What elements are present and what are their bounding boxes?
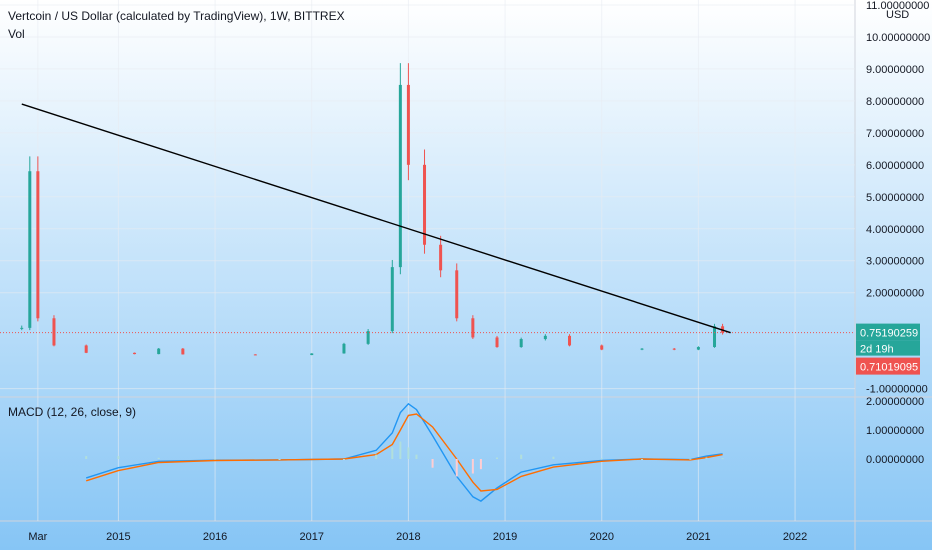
overlays: 0.75190259 2d 19h 0.71019095 xyxy=(0,103,920,375)
macd-histogram-bar xyxy=(641,459,644,460)
price-candle xyxy=(471,318,475,338)
price-candle xyxy=(713,326,717,348)
y-tick-label: -1.00000000 xyxy=(866,384,928,396)
y-tick-label: 5.00000000 xyxy=(866,192,924,204)
price-candle xyxy=(640,348,644,350)
macd-tick-label: 2.00000000 xyxy=(866,396,924,408)
prev-price-badge xyxy=(856,357,920,375)
price-candle xyxy=(519,339,523,348)
macd-histogram-bar xyxy=(391,447,394,459)
x-tick-label: 2015 xyxy=(106,531,130,543)
x-tick-label: 2017 xyxy=(300,531,324,543)
countdown-text: 2d 19h xyxy=(860,344,894,356)
macd-tick-label: 0.00000000 xyxy=(866,454,924,466)
price-candle xyxy=(406,84,410,165)
x-tick-label: 2018 xyxy=(396,531,420,543)
price-candle xyxy=(342,343,346,354)
y-tick-label: 10.00000000 xyxy=(866,32,930,44)
macd-histogram-bar xyxy=(520,454,523,459)
price-candle xyxy=(543,335,547,340)
y-tick-label: 2.00000000 xyxy=(866,288,924,300)
price-candle xyxy=(36,171,40,319)
x-tick-label: 2022 xyxy=(783,531,807,543)
x-tick-label: 2020 xyxy=(589,531,613,543)
macd-series xyxy=(85,402,724,502)
price-candle xyxy=(253,354,257,356)
macd-histogram-bar xyxy=(214,458,217,460)
macd-histogram-bar xyxy=(471,459,474,474)
countdown-badge xyxy=(856,340,920,356)
y-tick-label: 4.00000000 xyxy=(866,224,924,236)
y-tick-label: 8.00000000 xyxy=(866,96,924,108)
price-candle xyxy=(398,84,402,268)
last-price-text: 0.75190259 xyxy=(860,328,918,340)
price-candle xyxy=(310,353,314,356)
macd-series-1 xyxy=(85,413,723,492)
price-candle xyxy=(366,331,370,344)
macd-histogram-bar xyxy=(407,447,410,459)
x-tick-label: 2021 xyxy=(686,531,710,543)
price-candle xyxy=(696,347,700,350)
macd-histogram-bar xyxy=(496,457,499,459)
macd-histogram-bar xyxy=(600,458,603,460)
macd-histogram-bar xyxy=(689,458,692,460)
macd-histogram-bar xyxy=(278,459,281,460)
y-tick-label: 7.00000000 xyxy=(866,128,924,140)
macd-histogram-bar xyxy=(85,456,88,459)
y-tick-label: 11.00000000 xyxy=(866,0,929,12)
trendline xyxy=(21,103,731,334)
macd-histogram-bar xyxy=(552,456,555,459)
y-tick-label: 3.00000000 xyxy=(866,256,924,268)
price-candle xyxy=(133,352,137,355)
macd-histogram-bar xyxy=(375,454,378,459)
macd-histogram-bar xyxy=(342,459,345,460)
macd-histogram-bar xyxy=(455,459,458,477)
currency-label: USD xyxy=(886,9,909,21)
x-tick-label: 2016 xyxy=(203,531,227,543)
price-series xyxy=(20,63,725,356)
price-candle xyxy=(672,348,676,350)
x-tick-label: 2019 xyxy=(493,531,517,543)
price-candle xyxy=(568,335,572,346)
x-tick-label: Mar xyxy=(28,531,47,543)
price-candle xyxy=(439,244,443,271)
macd-histogram-bar xyxy=(479,459,482,470)
macd-histogram-bar xyxy=(431,459,434,468)
y-tick-label: 6.00000000 xyxy=(866,160,924,172)
price-candle xyxy=(84,345,88,353)
chart-title: Vertcoin / US Dollar (calculated by Trad… xyxy=(8,9,345,23)
macd-histogram-bar xyxy=(721,458,724,460)
macd-histogram-bar xyxy=(117,456,120,459)
price-candle xyxy=(495,337,499,348)
prev-price-text: 0.71019095 xyxy=(860,362,918,374)
macd-tick-label: 1.00000000 xyxy=(866,425,924,437)
macd-histogram-bar xyxy=(705,457,708,459)
macd-label: MACD (12, 26, close, 9) xyxy=(8,405,137,419)
volume-label: Vol xyxy=(8,27,25,41)
price-candle xyxy=(423,164,427,245)
price-candle xyxy=(455,270,459,319)
price-candle xyxy=(390,267,394,332)
macd-histogram-bar xyxy=(157,457,160,459)
price-candle xyxy=(600,345,604,350)
price-candle xyxy=(157,348,161,355)
macd-histogram-bar xyxy=(399,441,402,459)
last-price-badge xyxy=(856,323,920,341)
price-candle xyxy=(181,348,185,355)
axes: Mar 2015 2016 2017 2018 2019 2020 2021 2022 11.00… xyxy=(28,0,930,543)
macd-histogram-bar xyxy=(415,454,418,459)
y-tick-label: 9.00000000 xyxy=(866,64,924,76)
price-candle xyxy=(28,171,32,328)
price-candle xyxy=(52,318,56,346)
price-candle xyxy=(20,327,24,329)
